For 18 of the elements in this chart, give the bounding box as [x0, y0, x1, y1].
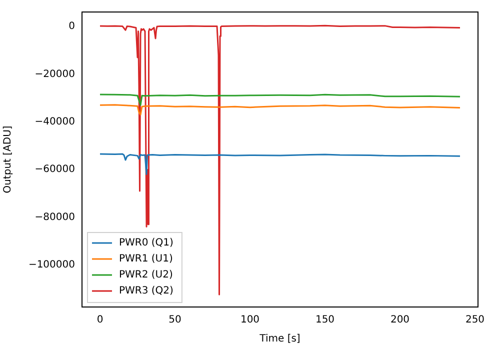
legend-label: PWR0 (Q1) — [119, 238, 174, 249]
x-tick-label: 250 — [465, 314, 485, 326]
y-tick-label: −20000 — [34, 68, 75, 80]
y-tick-label: −80000 — [34, 212, 75, 223]
y-tick-label: −100000 — [28, 259, 75, 270]
y-tick-label: −40000 — [34, 116, 75, 128]
x-tick-label: 150 — [315, 314, 335, 326]
y-axis-title: Output [ADU] — [2, 126, 14, 194]
x-tick-label: 200 — [390, 314, 410, 326]
x-axis-title: Time [s] — [258, 334, 300, 345]
y-tick-label: −60000 — [34, 164, 75, 176]
x-tick-label: 100 — [240, 314, 260, 326]
x-tick-label: 0 — [96, 314, 104, 326]
legend-label: PWR3 (Q2) — [119, 286, 174, 297]
legend-label: PWR1 (U1) — [119, 254, 173, 265]
y-tick-label: 0 — [68, 21, 75, 32]
x-tick-label: 50 — [168, 314, 182, 326]
legend-label: PWR2 (U2) — [119, 270, 173, 281]
